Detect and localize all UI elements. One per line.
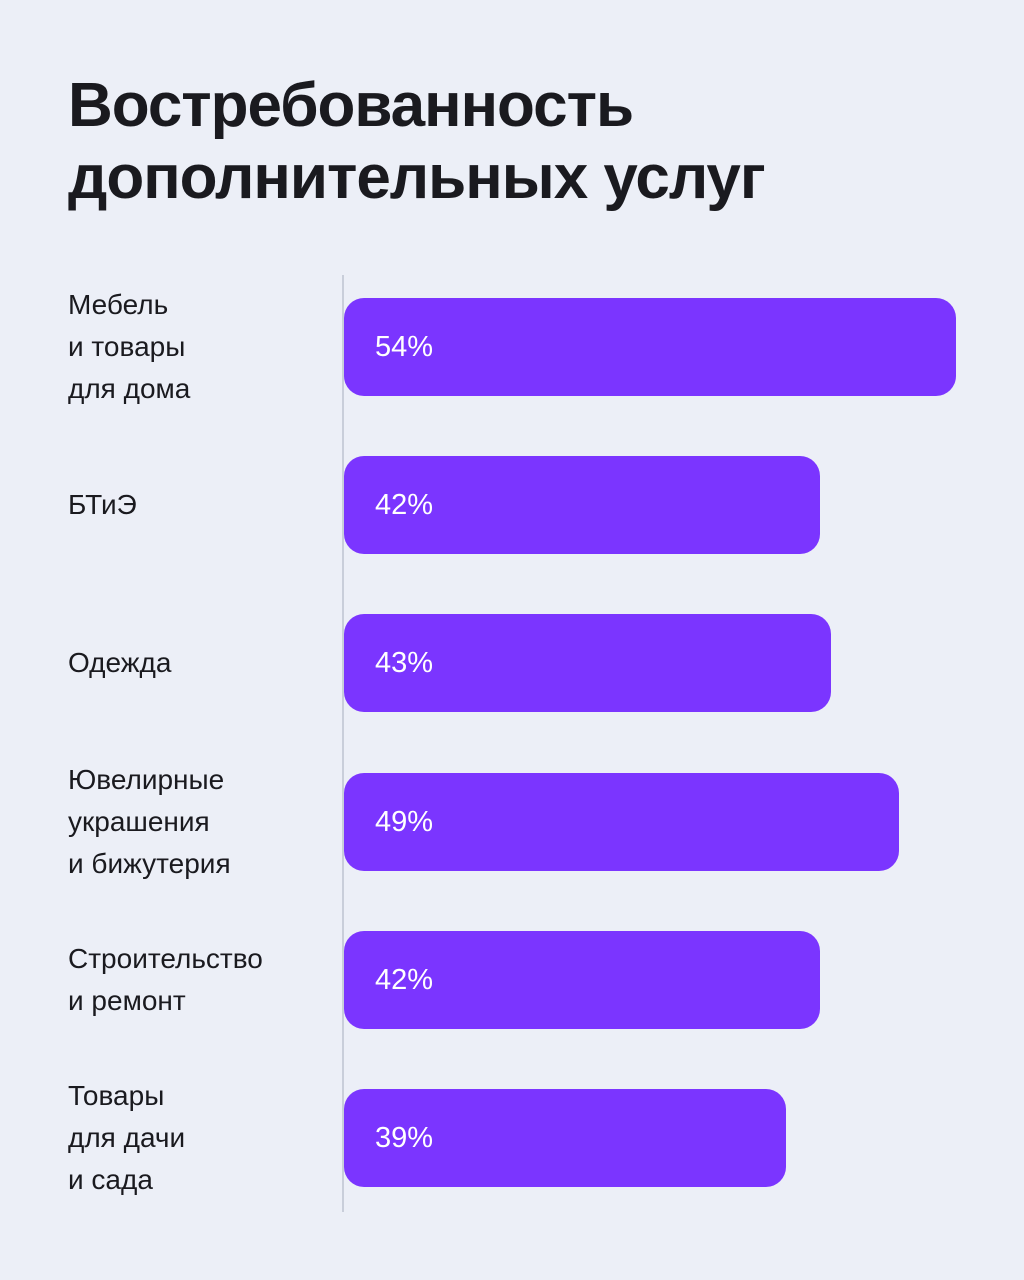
category-label-line: Товары <box>68 1080 165 1111</box>
bar-value-label: 42% <box>375 489 434 522</box>
bar-value-label: 42% <box>375 963 434 996</box>
bar: 39% <box>344 1089 786 1187</box>
category-label-line: Одежда <box>68 647 172 679</box>
category-label: БТиЭ <box>68 484 328 526</box>
chart-title-line-1: Востребованность <box>68 71 634 140</box>
bar: 42% <box>344 930 820 1029</box>
bar: 43% <box>344 614 832 713</box>
category-label-line: украшения <box>68 805 210 837</box>
category-label-line: для дачи <box>68 1122 186 1153</box>
bar-value-label: 49% <box>375 805 434 838</box>
category-label: Ювелирные украшения и бижутерия <box>68 759 328 885</box>
bar-value-label: 39% <box>375 1122 434 1154</box>
bar: 54% <box>344 298 956 396</box>
category-label-line: Строительство <box>68 942 263 974</box>
category-label-line: для дома <box>68 373 191 404</box>
category-label-line: и ремонт <box>68 984 186 1016</box>
bar: 42% <box>344 456 820 555</box>
chart-title-line-2: дополнительных услуг <box>68 143 766 212</box>
category-label-line: и сада <box>68 1164 153 1195</box>
category-label: Строительство и ремонт <box>68 938 328 1022</box>
category-label-line: и товары <box>68 331 186 362</box>
bar-value-label: 43% <box>375 647 434 680</box>
y-axis-line <box>342 275 344 1212</box>
bar-value-label: 54% <box>375 331 434 363</box>
category-label-line: Мебель <box>68 289 169 320</box>
category-label-line: БТиЭ <box>68 489 137 521</box>
category-label: Одежда <box>68 642 328 684</box>
category-label-line: Ювелирные <box>68 763 225 795</box>
chart-title: Востребованность дополнительных услуг <box>68 70 968 214</box>
category-label-line: и бижутерия <box>68 847 231 879</box>
bar: 49% <box>344 772 900 871</box>
category-label: Товары для дачи и сада <box>68 1075 328 1201</box>
category-label: Мебель и товары для дома <box>68 284 328 410</box>
